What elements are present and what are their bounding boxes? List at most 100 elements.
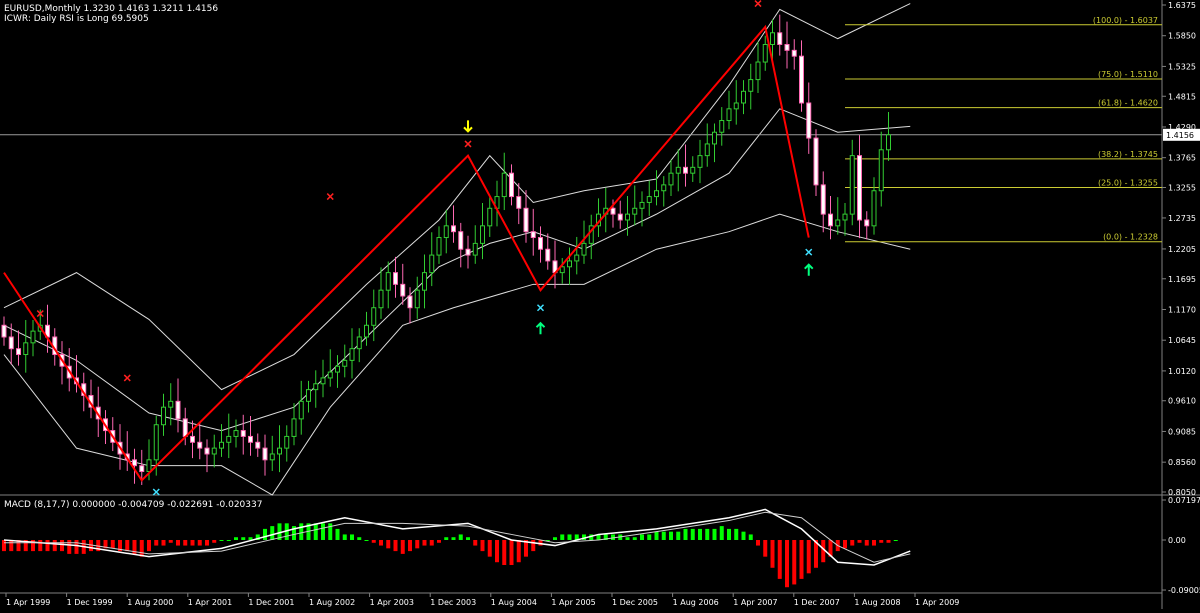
candle-body <box>146 459 152 473</box>
macd-bar <box>154 540 159 546</box>
candle-body <box>762 43 768 63</box>
macd-bar <box>799 540 804 579</box>
candle-body <box>8 336 14 350</box>
candle-body <box>342 359 348 367</box>
candle-body <box>487 207 493 227</box>
candle-body <box>625 213 630 221</box>
macd-bar <box>531 540 536 552</box>
macd-bar <box>408 540 412 552</box>
y-tick-label: 1.3255 <box>1168 184 1196 193</box>
candle-body <box>857 155 862 221</box>
candle-body <box>465 248 471 256</box>
macd-bar <box>234 537 238 540</box>
macd-bar <box>872 540 876 546</box>
macd-bar <box>168 540 173 543</box>
candle-body <box>385 272 391 291</box>
macd-bar <box>219 540 224 541</box>
macd-bar <box>386 540 391 549</box>
macd-bar <box>502 540 507 565</box>
candle-body <box>240 430 246 437</box>
candle-body <box>878 149 884 192</box>
macd-bar <box>357 537 362 540</box>
candle-body <box>668 172 674 186</box>
macd-bar <box>183 540 188 546</box>
candle-body <box>864 219 870 227</box>
candle-body <box>646 196 652 203</box>
candle-body <box>349 348 355 361</box>
macd-bar <box>270 526 275 540</box>
macd-bar <box>879 540 884 543</box>
macd-bar <box>611 534 615 540</box>
macd-bar <box>458 534 463 540</box>
macd-bar <box>67 540 72 554</box>
candle-body <box>530 231 536 239</box>
cross-marker <box>754 0 762 8</box>
candle-body <box>755 61 761 81</box>
candle-body <box>248 435 253 443</box>
macd-bar <box>828 540 833 557</box>
macd-bar <box>640 534 644 540</box>
macd-bar <box>553 537 557 540</box>
macd-bar <box>705 528 710 540</box>
fib-label: (0.0) - 1.2328 <box>1103 233 1158 242</box>
fib-label: (25.0) - 1.3255 <box>1098 179 1158 188</box>
fib-label: (100.0) - 1.6037 <box>1093 16 1158 25</box>
candle-body <box>451 225 456 233</box>
fib-label: (38.2) - 1.3745 <box>1098 150 1158 159</box>
signal-line <box>4 511 911 563</box>
y-tick-label: 0.8050 <box>1168 488 1196 497</box>
macd-bar <box>770 540 775 568</box>
macd-bar <box>248 537 253 540</box>
macd-bar <box>400 540 405 554</box>
macd-bar <box>45 540 50 552</box>
cross-marker <box>805 248 813 256</box>
candle-body <box>458 231 464 250</box>
macd-bar <box>23 540 28 552</box>
candle-body <box>30 330 36 344</box>
macd-bar <box>241 537 246 540</box>
macd-bar <box>415 540 420 549</box>
candle-body <box>139 465 145 473</box>
macd-bar <box>176 540 180 546</box>
y-tick-label: 1.0645 <box>1168 336 1196 345</box>
candle-body <box>820 184 826 215</box>
candle-body <box>132 459 137 467</box>
band-upper <box>3 3 911 391</box>
candle-body <box>400 283 406 297</box>
candle-body <box>190 435 195 443</box>
macd-bar <box>110 540 115 549</box>
macd-bar <box>437 540 441 543</box>
x-tick-label: 1 Aug 2006 <box>673 598 719 607</box>
x-tick-label: 1 Dec 2007 <box>794 598 840 607</box>
macd-bar <box>38 540 43 552</box>
candle-body <box>472 242 478 256</box>
candle-body <box>886 134 891 151</box>
macd-bar <box>625 537 630 540</box>
y-tick-label: 1.0120 <box>1168 367 1196 376</box>
x-tick-label: 1 Aug 2008 <box>854 598 900 607</box>
candle-body <box>704 143 710 157</box>
macd-bar <box>487 540 492 557</box>
macd-bar <box>139 540 144 557</box>
macd-bar <box>857 540 862 543</box>
buy-arrow <box>804 263 814 276</box>
macd-bar <box>814 540 818 568</box>
x-tick-label: 1 Dec 1999 <box>67 598 113 607</box>
macd-bar <box>792 540 797 585</box>
candle-body <box>1 324 7 338</box>
macd-bar <box>654 531 659 540</box>
fib-label: (61.8) - 1.4620 <box>1098 99 1158 108</box>
macd-bar <box>647 534 652 540</box>
y-tick-label: 0.9085 <box>1168 427 1196 436</box>
macd-bar <box>538 540 543 546</box>
fib-label: (75.0) - 1.5110 <box>1098 70 1158 79</box>
candle-body <box>559 266 565 274</box>
macd-bar <box>263 528 267 540</box>
x-tick-label: 1 Dec 2003 <box>430 598 476 607</box>
candle-body <box>697 155 703 168</box>
candle-body <box>828 213 833 227</box>
y-tick-label: 1.1695 <box>1168 275 1196 284</box>
macd-bar <box>313 523 318 540</box>
candle-body <box>313 383 319 391</box>
